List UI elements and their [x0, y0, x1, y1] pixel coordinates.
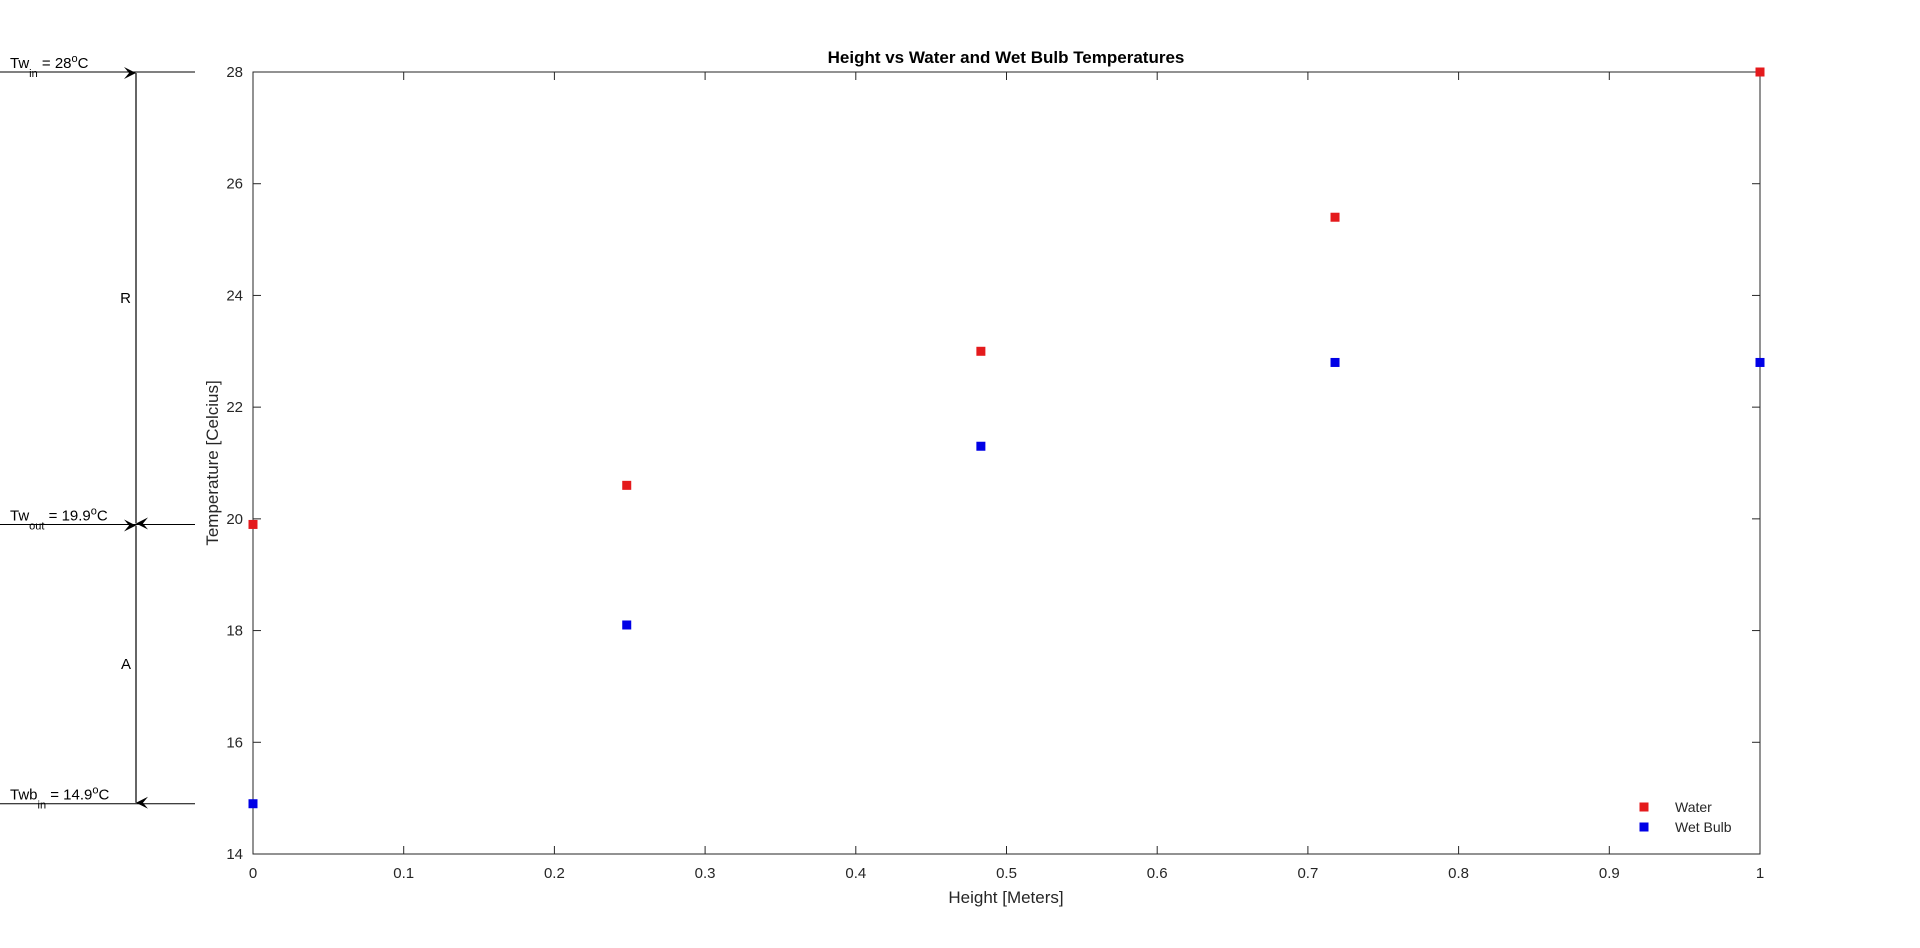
x-tick-label: 1: [1756, 865, 1764, 882]
water-point: [248, 519, 258, 529]
range-label: R: [120, 290, 131, 307]
y-tick-label: 18: [226, 623, 243, 640]
y-tick-label: 26: [226, 176, 243, 193]
level-label: Twin = 28oC: [10, 53, 89, 80]
x-tick-label: 0.2: [544, 865, 565, 882]
x-tick-label: 0.6: [1147, 865, 1168, 882]
x-tick-label: 0.7: [1297, 865, 1318, 882]
water-point: [976, 346, 986, 356]
x-tick-label: 0.4: [845, 865, 866, 882]
level-label: Twout = 19.9oC: [10, 505, 108, 532]
water-point: [1330, 212, 1340, 222]
plot-area: [252, 71, 1761, 855]
wet-bulb-point: [1330, 357, 1340, 367]
y-tick-label: 22: [226, 399, 243, 416]
wet-bulb-point: [248, 799, 258, 809]
y-tick-label: 14: [226, 846, 243, 863]
y-tick-label: 20: [226, 511, 243, 528]
data-points: [248, 67, 1765, 809]
x-tick-label: 0.5: [996, 865, 1017, 882]
x-tick-label: 0.1: [393, 865, 414, 882]
x-tick-label: 0: [249, 865, 257, 882]
y-tick-label: 28: [226, 64, 243, 81]
level-label: Twbin = 14.9oC: [10, 785, 110, 812]
water-point: [1755, 67, 1765, 77]
chart-title: Height vs Water and Wet Bulb Temperature…: [828, 48, 1185, 67]
axis-ticks: 0 0.1 0.2 0.3 0.4 0.5 0.6 0.7 0.8 0.9 1 14 16 18 20 22 2…: [226, 64, 1764, 882]
x-tick-label: 0.8: [1448, 865, 1469, 882]
wet-bulb-point: [622, 620, 632, 630]
x-tick-label: 0.9: [1599, 865, 1620, 882]
legend-label: Wet Bulb: [1675, 819, 1732, 835]
wet-bulb-point: [1755, 357, 1765, 367]
water-point: [622, 480, 632, 490]
range-label: A: [121, 656, 131, 673]
y-tick-label: 24: [226, 287, 243, 304]
legend-label: Water: [1675, 799, 1712, 815]
legend-marker: [1639, 802, 1649, 812]
annotations: Twin = 28oC Twout = 19.9oC Twbin = 14.9oC R…: [0, 53, 195, 812]
legend-marker: [1639, 822, 1649, 832]
wet-bulb-point: [976, 441, 986, 451]
y-tick-label: 16: [226, 734, 243, 751]
x-axis-label: Height [Meters]: [948, 888, 1063, 907]
y-axis-label: Temperature [Celcius]: [203, 380, 222, 545]
legend: Water Wet Bulb: [1639, 799, 1732, 835]
x-tick-label: 0.3: [695, 865, 716, 882]
